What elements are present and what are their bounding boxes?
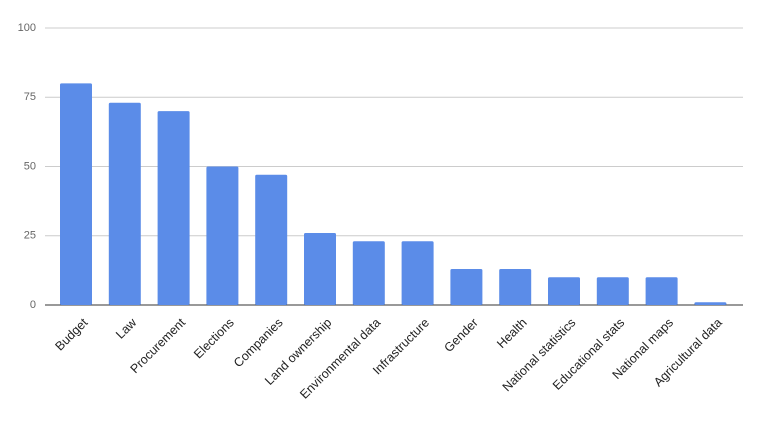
x-tick-label: Environmental data [297,316,383,402]
y-tick-label: 0 [30,299,36,311]
bar [401,241,434,305]
y-tick-label: 50 [24,160,36,172]
x-tick-label: Budget [53,315,91,353]
bar [352,241,385,305]
bar [596,277,629,305]
bar [108,102,141,305]
bar [694,302,727,305]
bar [60,83,92,306]
y-tick-label: 100 [18,22,36,34]
bar [206,166,239,305]
bar [450,268,483,305]
bar [548,277,580,305]
bar [304,232,336,305]
bar [499,268,532,305]
x-tick-label: Law [113,315,140,342]
y-tick-label: 75 [24,91,36,103]
x-tick-label: Gender [441,316,480,355]
bar [157,111,190,305]
y-tick-label: 25 [24,230,36,242]
x-tick-label: Elections [191,316,237,362]
bar [255,174,288,305]
bar [645,277,678,305]
x-tick-label: Health [494,316,529,351]
